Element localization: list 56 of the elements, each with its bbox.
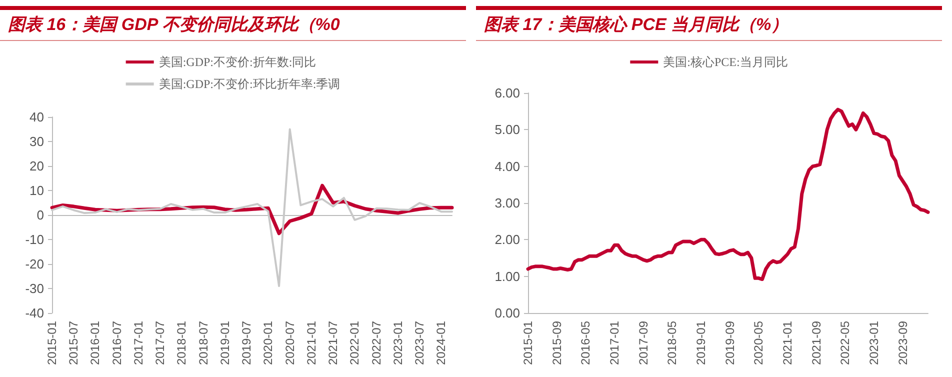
x-tick-label: 2023-01 <box>390 320 405 366</box>
y-tick-label: 5.00 <box>494 122 520 138</box>
y-tick-label: 30 <box>30 134 44 149</box>
x-tick-label: 2019-09 <box>722 320 737 366</box>
y-tick-label: -40 <box>25 306 44 320</box>
x-tick-label: 2019-07 <box>240 320 254 366</box>
x-tick-label: 2020-05 <box>752 320 766 366</box>
x-tick-label: 2016-05 <box>578 320 593 366</box>
x-tick-label: 2022-05 <box>838 320 852 366</box>
x-tick-label: 2018-07 <box>196 320 210 366</box>
y-tick-label: 4.00 <box>494 158 520 174</box>
x-tick-label: 2021-07 <box>326 320 340 366</box>
y-tick-label: 0 <box>36 208 44 222</box>
x-tick-label: 2024-01 <box>434 320 448 366</box>
x-tick-label: 2015-07 <box>66 320 81 366</box>
x-tick-label: 2022-07 <box>369 320 384 366</box>
x-tick-label: 2021-01 <box>304 320 318 366</box>
x-tick-label: 2017-09 <box>636 320 650 366</box>
x-tick-label: 2021-09 <box>809 320 824 366</box>
y-tick-label: 10 <box>30 183 44 198</box>
x-tick-label: 2015-01 <box>521 320 535 366</box>
y-tick-label: 40 <box>30 110 44 124</box>
legend-label: 美国:核心PCE:当月同比 <box>663 55 788 69</box>
x-tick-label: 2019-01 <box>218 320 232 366</box>
y-tick-label: 6.00 <box>494 86 520 100</box>
x-tick-label: 2015-09 <box>550 320 564 366</box>
legend-label: 美国:GDP:不变价:环比折年率:季调 <box>158 77 340 91</box>
x-tick-label: 2023-07 <box>412 320 427 366</box>
x-tick-label: 2016-07 <box>110 320 124 366</box>
x-tick-label: 2015-01 <box>45 320 59 366</box>
x-tick-label: 2017-01 <box>607 320 622 366</box>
x-tick-label: 2019-01 <box>694 320 708 366</box>
x-tick-label: 2022-01 <box>348 320 362 366</box>
y-tick-label: 20 <box>30 158 44 174</box>
x-tick-label: 2018-01 <box>174 320 189 366</box>
y-tick-label: 0.00 <box>494 306 520 320</box>
x-tick-label: 2020-01 <box>261 320 276 366</box>
x-tick-label: 2017-07 <box>153 320 168 366</box>
chart-title: 图表 16：美国 GDP 不变价同比及环比（%0 <box>0 6 466 41</box>
chart-title: 图表 17：美国核心 PCE 当月同比（%） <box>476 6 942 41</box>
x-tick-label: 2016-01 <box>88 320 102 366</box>
x-tick-label: 2020-07 <box>282 320 297 366</box>
x-tick-label: 2023-01 <box>866 320 881 366</box>
x-tick-label: 2021-01 <box>780 320 794 366</box>
line-series <box>51 128 453 288</box>
line-series <box>526 108 930 282</box>
y-tick-label: 2.00 <box>494 232 520 248</box>
y-tick-label: 3.00 <box>494 196 520 210</box>
x-tick-label: 2018-05 <box>665 320 680 366</box>
legend-label: 美国:GDP:不变价:折年数:同比 <box>158 55 316 69</box>
y-tick-label: -10 <box>25 232 44 247</box>
y-tick-label: 1.00 <box>494 268 520 284</box>
x-tick-label: 2023-09 <box>896 320 910 366</box>
y-tick-label: -20 <box>25 256 44 272</box>
x-tick-label: 2017-01 <box>131 320 146 366</box>
y-tick-label: -30 <box>25 281 44 296</box>
